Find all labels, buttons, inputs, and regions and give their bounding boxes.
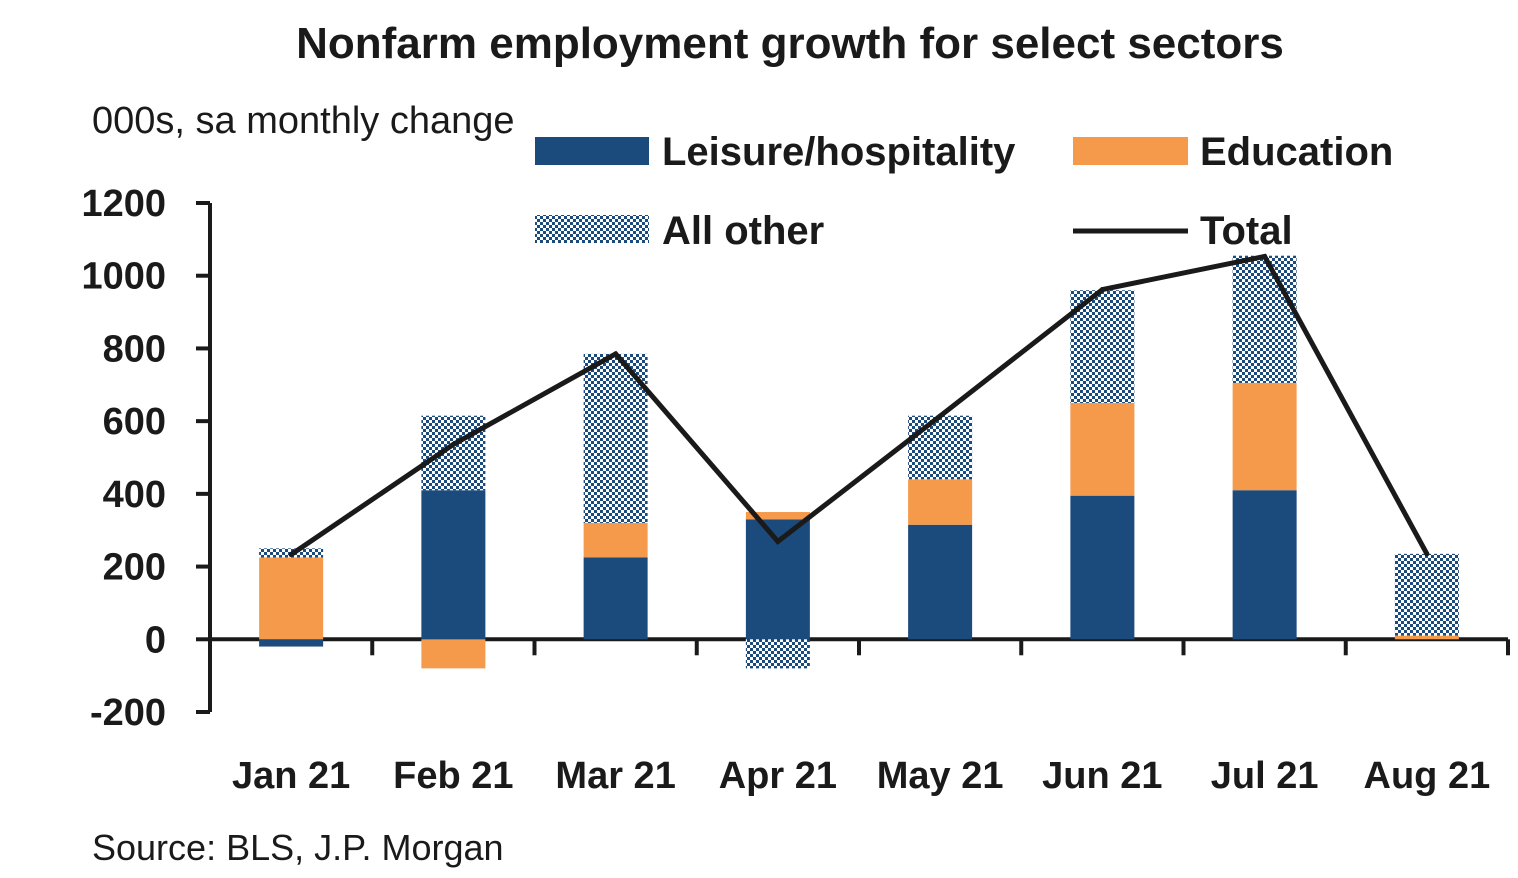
total-point <box>1262 253 1268 259</box>
x-axis: Jan 21 Feb 21 Mar 21 Apr 21 May 21 Jun 21 Jul … <box>210 637 1510 797</box>
y-tick-label: 1000 <box>81 256 166 298</box>
bar-education <box>421 639 486 669</box>
bar-all-other <box>1394 553 1459 636</box>
bar-all-other <box>908 415 973 480</box>
x-tick-label: May 21 <box>877 755 1004 797</box>
y-tick-label: 1200 <box>81 183 166 225</box>
y-tick-label: 200 <box>103 547 166 589</box>
legend-label-all-other: All other <box>662 209 824 253</box>
bar-all-other <box>1232 255 1297 383</box>
total-point <box>613 351 619 357</box>
bar-education <box>583 522 648 558</box>
x-tick-label: Jun 21 <box>1042 755 1162 797</box>
bar-all-other <box>745 639 810 669</box>
chart-subtitle: 000s, sa monthly change <box>92 100 515 142</box>
legend-swatch-education <box>1073 137 1188 165</box>
y-axis: 1200 1000 800 600 400 200 0 -200 <box>81 183 212 734</box>
bar-leisure <box>583 557 648 640</box>
y-tick-label: 400 <box>103 474 166 516</box>
bar-all-other <box>421 415 486 491</box>
bar-leisure <box>1232 490 1297 640</box>
bar-education <box>1232 382 1297 491</box>
legend-label-education: Education <box>1200 130 1393 174</box>
total-line <box>289 253 1430 557</box>
y-tick-label: 0 <box>145 619 166 661</box>
legend-label-total: Total <box>1200 209 1293 253</box>
total-point <box>1424 551 1430 557</box>
x-tick-label: Feb 21 <box>393 755 513 797</box>
bar-education <box>1070 402 1135 496</box>
total-point <box>288 552 294 558</box>
x-tick-label: Mar 21 <box>555 755 675 797</box>
x-tick-label: Apr 21 <box>719 755 837 797</box>
total-point <box>450 441 456 447</box>
y-tick-label: 800 <box>103 328 166 370</box>
y-tick-label: 600 <box>103 401 166 443</box>
bar-leisure <box>259 639 324 647</box>
source-note: Source: BLS, J.P. Morgan <box>92 827 504 868</box>
total-point <box>775 538 781 544</box>
legend-label-leisure: Leisure/hospitality <box>662 130 1016 174</box>
legend-swatch-leisure <box>535 137 649 165</box>
bars <box>259 255 1459 669</box>
total-line-group <box>288 253 1430 558</box>
chart-title: Nonfarm employment growth for select sec… <box>296 19 1284 68</box>
bar-education <box>908 479 973 525</box>
y-tick-label: -200 <box>90 692 166 734</box>
bar-leisure <box>908 524 973 640</box>
bar-leisure <box>745 519 810 640</box>
legend-swatch-all-other <box>535 215 649 243</box>
bar-education <box>1394 635 1459 640</box>
x-tick-label: Aug 21 <box>1364 755 1491 797</box>
bar-leisure <box>421 490 486 640</box>
bar-education <box>745 512 810 520</box>
total-point <box>1099 287 1105 293</box>
x-tick-label: Jan 21 <box>232 755 350 797</box>
x-tick-label: Jul 21 <box>1211 755 1319 797</box>
bar-education <box>259 557 324 640</box>
bar-leisure <box>1070 495 1135 640</box>
legend: Leisure/hospitality Education All other … <box>535 130 1393 253</box>
total-point <box>937 413 943 419</box>
